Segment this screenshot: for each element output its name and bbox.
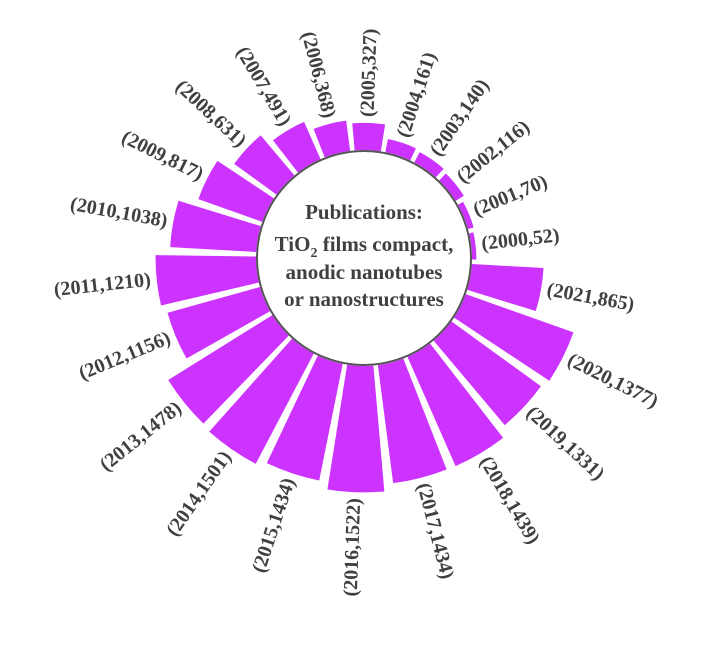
center-circle <box>256 150 472 366</box>
bar-label-2009: (2009,817) <box>118 126 207 185</box>
bar-label-2012: (2012,1156) <box>76 327 174 385</box>
chart-title-line-2: TiO2 films compact, <box>275 232 454 261</box>
bar-label-2015: (2015,1434) <box>248 475 300 575</box>
bar-2005 <box>352 122 386 152</box>
bar-2019 <box>433 321 541 426</box>
bar-label-2021: (2021,865) <box>545 279 636 316</box>
bar-label-2010: (2010,1038) <box>69 193 170 232</box>
chart-title-line-2-prefix: TiO <box>275 232 311 256</box>
bar-label-2000: (2000,52) <box>480 224 560 254</box>
bar-2013 <box>168 315 289 424</box>
bar-2002 <box>439 173 464 201</box>
bar-2000 <box>469 232 477 260</box>
chart-title-line-1: Publications: <box>305 200 423 224</box>
chart-title-line-2-suffix: films compact, <box>317 232 453 256</box>
bar-2017 <box>377 358 447 484</box>
bar-2018 <box>407 343 504 467</box>
bar-2008 <box>234 135 295 195</box>
bar-2010 <box>170 200 261 252</box>
bar-2001 <box>457 201 474 230</box>
bar-label-2007: (2007,491) <box>232 43 296 130</box>
chart-title-line-3: anodic nanotubes <box>286 260 443 284</box>
bar-label-2013: (2013,1478) <box>96 397 186 476</box>
chart-title-line-2-subscript: 2 <box>310 246 317 261</box>
bar-label-2011: (2011,1210) <box>53 269 152 301</box>
bar-2016 <box>327 364 385 493</box>
bar-2009 <box>198 160 274 222</box>
bars-group <box>155 120 574 493</box>
bar-2006 <box>313 120 351 158</box>
chart-title-line-4: or nanostructures <box>284 287 444 311</box>
bar-2014 <box>209 338 314 464</box>
bar-2015 <box>266 355 343 481</box>
bar-label-2014: (2014,1501) <box>162 447 236 540</box>
bar-label-2019: (2019,1331) <box>522 402 609 485</box>
bar-label-2006: (2006,368) <box>297 29 340 120</box>
bar-2012 <box>167 286 271 359</box>
bar-2011 <box>155 255 259 306</box>
bar-label-2005: (2005,327) <box>357 28 382 117</box>
bar-2007 <box>273 121 321 173</box>
bar-label-2018: (2018,1439) <box>475 452 544 548</box>
bar-2004 <box>385 139 416 161</box>
bar-2003 <box>414 152 444 178</box>
bar-label-2004: (2004,161) <box>392 49 441 140</box>
bar-label-2008: (2008,631) <box>171 76 251 152</box>
bar-2021 <box>467 264 544 312</box>
bar-label-2017: (2017,1434) <box>413 481 459 582</box>
bar-2020 <box>454 294 574 381</box>
bar-label-2016: (2016,1522) <box>340 498 365 597</box>
bar-label-2001: (2001,70) <box>470 171 551 221</box>
bar-label-2020: (2020,1377) <box>564 349 662 413</box>
